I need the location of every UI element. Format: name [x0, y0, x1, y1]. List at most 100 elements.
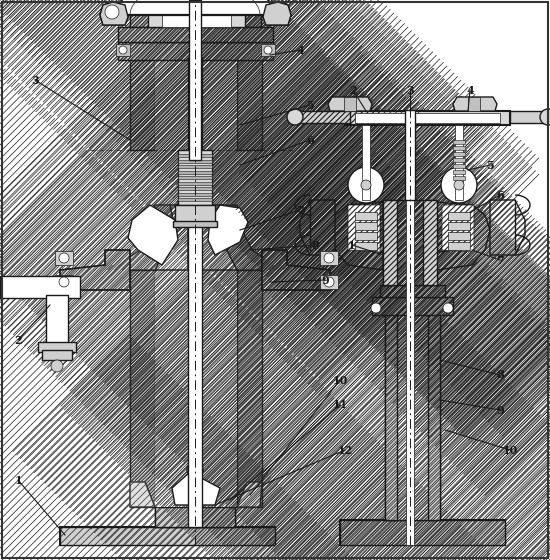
Bar [345, 111, 510, 125]
Circle shape [324, 253, 334, 263]
Polygon shape [100, 2, 128, 25]
Bar [178, 187, 212, 190]
Bar [453, 152, 465, 156]
Bar [155, 270, 237, 507]
Polygon shape [453, 97, 497, 111]
Bar [60, 527, 275, 545]
Polygon shape [100, 2, 128, 25]
Bar [130, 27, 261, 42]
Bar [453, 158, 465, 162]
Bar [155, 507, 235, 527]
Text: 6: 6 [496, 189, 504, 200]
Bar [118, 27, 273, 42]
Bar [188, 57, 202, 527]
Bar [428, 310, 440, 520]
Bar [448, 232, 470, 240]
Bar [423, 200, 437, 285]
Bar [362, 125, 370, 200]
Circle shape [51, 360, 63, 372]
Polygon shape [237, 60, 262, 150]
Bar [178, 176, 212, 179]
Polygon shape [130, 270, 155, 507]
Bar [155, 507, 235, 527]
Polygon shape [202, 205, 262, 270]
Bar [118, 27, 273, 42]
Bar [178, 193, 212, 195]
Bar [453, 164, 465, 168]
Bar [380, 285, 445, 297]
Bar [148, 0, 245, 27]
Bar [178, 181, 212, 184]
Polygon shape [237, 482, 262, 507]
Bar [383, 200, 397, 285]
Circle shape [119, 46, 127, 54]
Polygon shape [348, 205, 380, 252]
Bar [344, 97, 356, 111]
Text: 7: 7 [496, 254, 504, 265]
Polygon shape [263, 2, 291, 25]
Circle shape [264, 46, 272, 54]
Bar [60, 527, 275, 545]
Polygon shape [262, 250, 330, 290]
Bar [55, 275, 73, 289]
Bar [155, 507, 235, 527]
Bar [320, 275, 338, 289]
Text: 3: 3 [406, 85, 414, 96]
Circle shape [361, 180, 371, 190]
Bar [355, 212, 377, 220]
Polygon shape [437, 202, 490, 270]
Bar [453, 140, 465, 144]
Circle shape [59, 277, 69, 287]
Polygon shape [130, 205, 188, 270]
Bar [261, 44, 275, 56]
Polygon shape [128, 205, 178, 265]
Text: 12: 12 [337, 445, 353, 455]
Text: 9: 9 [321, 274, 329, 286]
Bar [320, 251, 338, 265]
Polygon shape [300, 200, 335, 255]
Bar [189, 0, 201, 160]
Bar [423, 200, 437, 285]
Circle shape [187, 462, 203, 478]
Bar [453, 146, 465, 150]
Text: 3: 3 [31, 74, 39, 86]
Bar [510, 111, 548, 123]
Polygon shape [490, 200, 525, 255]
Polygon shape [130, 465, 260, 507]
Bar [178, 154, 212, 157]
Polygon shape [442, 205, 474, 252]
Bar [372, 297, 453, 315]
Bar [385, 310, 397, 520]
Bar [178, 165, 212, 168]
Text: 10: 10 [502, 445, 518, 455]
Polygon shape [172, 472, 220, 505]
Circle shape [540, 109, 550, 125]
Circle shape [348, 167, 384, 203]
Bar [372, 297, 453, 315]
Bar [385, 310, 440, 520]
Text: 5: 5 [486, 160, 494, 170]
Circle shape [441, 167, 477, 203]
Text: 10: 10 [332, 375, 348, 385]
Circle shape [287, 109, 303, 125]
Bar [130, 27, 261, 42]
Bar [355, 113, 500, 123]
Bar [355, 242, 377, 250]
Bar [55, 251, 73, 265]
Bar [355, 222, 377, 230]
Polygon shape [130, 482, 155, 507]
Bar [448, 212, 470, 220]
Bar [188, 467, 202, 507]
Bar [118, 42, 273, 60]
Text: 5: 5 [306, 100, 314, 110]
Bar [130, 7, 261, 27]
Polygon shape [237, 270, 262, 507]
Bar [340, 520, 505, 545]
Bar [175, 205, 215, 223]
Bar [46, 295, 68, 345]
Bar [60, 527, 275, 545]
Text: 7: 7 [296, 204, 304, 216]
Bar [155, 50, 237, 205]
Polygon shape [130, 60, 155, 150]
Text: 8: 8 [311, 240, 319, 250]
